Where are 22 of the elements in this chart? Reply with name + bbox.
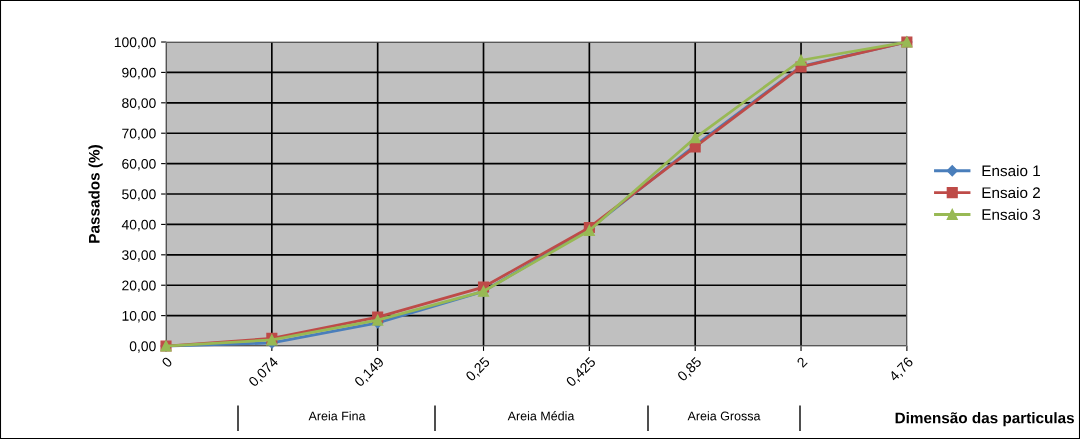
y-tick-label: 70,00 (122, 128, 156, 141)
y-tick-label: 100,00 (114, 37, 156, 49)
y-tick-label: 50,00 (122, 189, 156, 201)
y-tick-label: 20,00 (122, 280, 156, 293)
x-axis-title: Dimensão das particulas (895, 412, 1074, 427)
text: Areia Média (507, 411, 575, 421)
y-tick-label: 30,00 (122, 250, 156, 262)
y-tick-label: 90,00 (122, 67, 156, 80)
x-tick-label: 2 (796, 356, 808, 368)
y-tick-label: 40,00 (121, 219, 156, 232)
legend-label: Ensaio 3 (982, 208, 1041, 220)
legend-label: Ensaio 2 (982, 186, 1040, 199)
legend-label: Ensaio 1 (982, 165, 1040, 177)
text: Areia Fina (308, 411, 366, 421)
y-axis-title: Passados (%) (88, 145, 103, 243)
y-tick-label: 60,00 (122, 158, 156, 171)
x-tick-label: 0 (161, 356, 173, 369)
y-tick-label: 10,00 (122, 310, 156, 323)
text: Areia Grossa (687, 411, 761, 421)
y-tick-label: 80,00 (122, 98, 156, 110)
x-tick-label: 4,76 (888, 356, 915, 383)
y-tick-label: 0,00 (129, 341, 156, 353)
